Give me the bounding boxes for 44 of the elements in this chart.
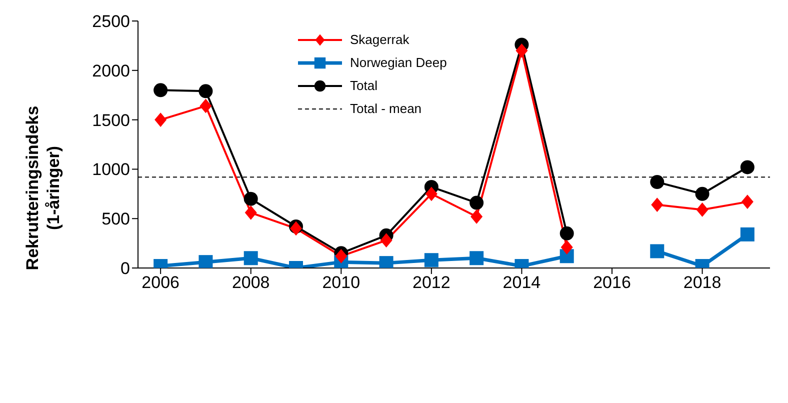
- point: [696, 202, 708, 217]
- point: [470, 209, 483, 224]
- y-tick-label: 1500: [92, 110, 130, 130]
- x-tick-label: 2006: [142, 273, 180, 292]
- legend-label: Total: [350, 77, 378, 95]
- point: [200, 98, 212, 114]
- point: [425, 186, 438, 202]
- legend-label: Skagerrak: [350, 31, 410, 49]
- legend-label: Total - mean: [350, 100, 422, 118]
- point: [198, 84, 213, 98]
- x-tick-label: 2008: [232, 273, 270, 292]
- y-tick-label: 2500: [92, 12, 130, 32]
- legend-label: Norwegian Deep: [350, 54, 447, 72]
- x-tick-label: 2014: [502, 273, 541, 292]
- point: [244, 205, 257, 220]
- point: [741, 194, 754, 210]
- y-axis-title: Rekrutteringsindeks (1-åringer): [22, 106, 64, 270]
- y-tick-label: 500: [102, 210, 130, 229]
- point: [424, 253, 438, 268]
- point: [244, 192, 258, 206]
- y-tick-label: 0: [120, 259, 130, 278]
- point: [154, 112, 167, 127]
- point: [560, 240, 573, 254]
- point: [516, 43, 528, 58]
- x-tick-label: 2018: [683, 273, 722, 292]
- x-tick-label: 2016: [593, 273, 631, 292]
- point: [470, 196, 484, 210]
- point: [560, 226, 574, 240]
- point: [470, 251, 484, 266]
- y-tick-label: 2000: [92, 61, 130, 80]
- point: [650, 175, 664, 190]
- point: [154, 83, 168, 98]
- point: [740, 227, 754, 242]
- y-tick-label: 1000: [92, 160, 130, 180]
- point: [198, 255, 213, 268]
- point: [244, 251, 258, 266]
- point: [695, 186, 710, 201]
- x-tick-label: 2012: [412, 273, 450, 292]
- point: [380, 233, 392, 248]
- point: [651, 198, 664, 212]
- x-tick-label: 2010: [322, 273, 360, 292]
- point: [335, 248, 348, 264]
- point: [650, 244, 664, 258]
- point: [740, 160, 754, 174]
